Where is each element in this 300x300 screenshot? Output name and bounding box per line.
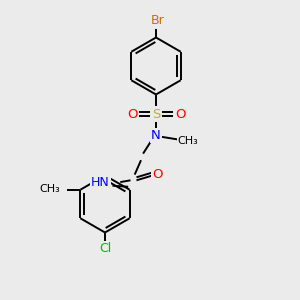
Text: O: O [175, 107, 185, 121]
Text: O: O [152, 168, 163, 181]
Text: N: N [151, 129, 161, 142]
Text: CH₃: CH₃ [178, 136, 199, 146]
Text: O: O [127, 107, 137, 121]
Text: HN: HN [91, 176, 110, 189]
Text: Cl: Cl [99, 242, 111, 256]
Text: S: S [152, 107, 160, 121]
Text: Br: Br [151, 14, 164, 28]
Text: CH₃: CH₃ [40, 184, 60, 194]
